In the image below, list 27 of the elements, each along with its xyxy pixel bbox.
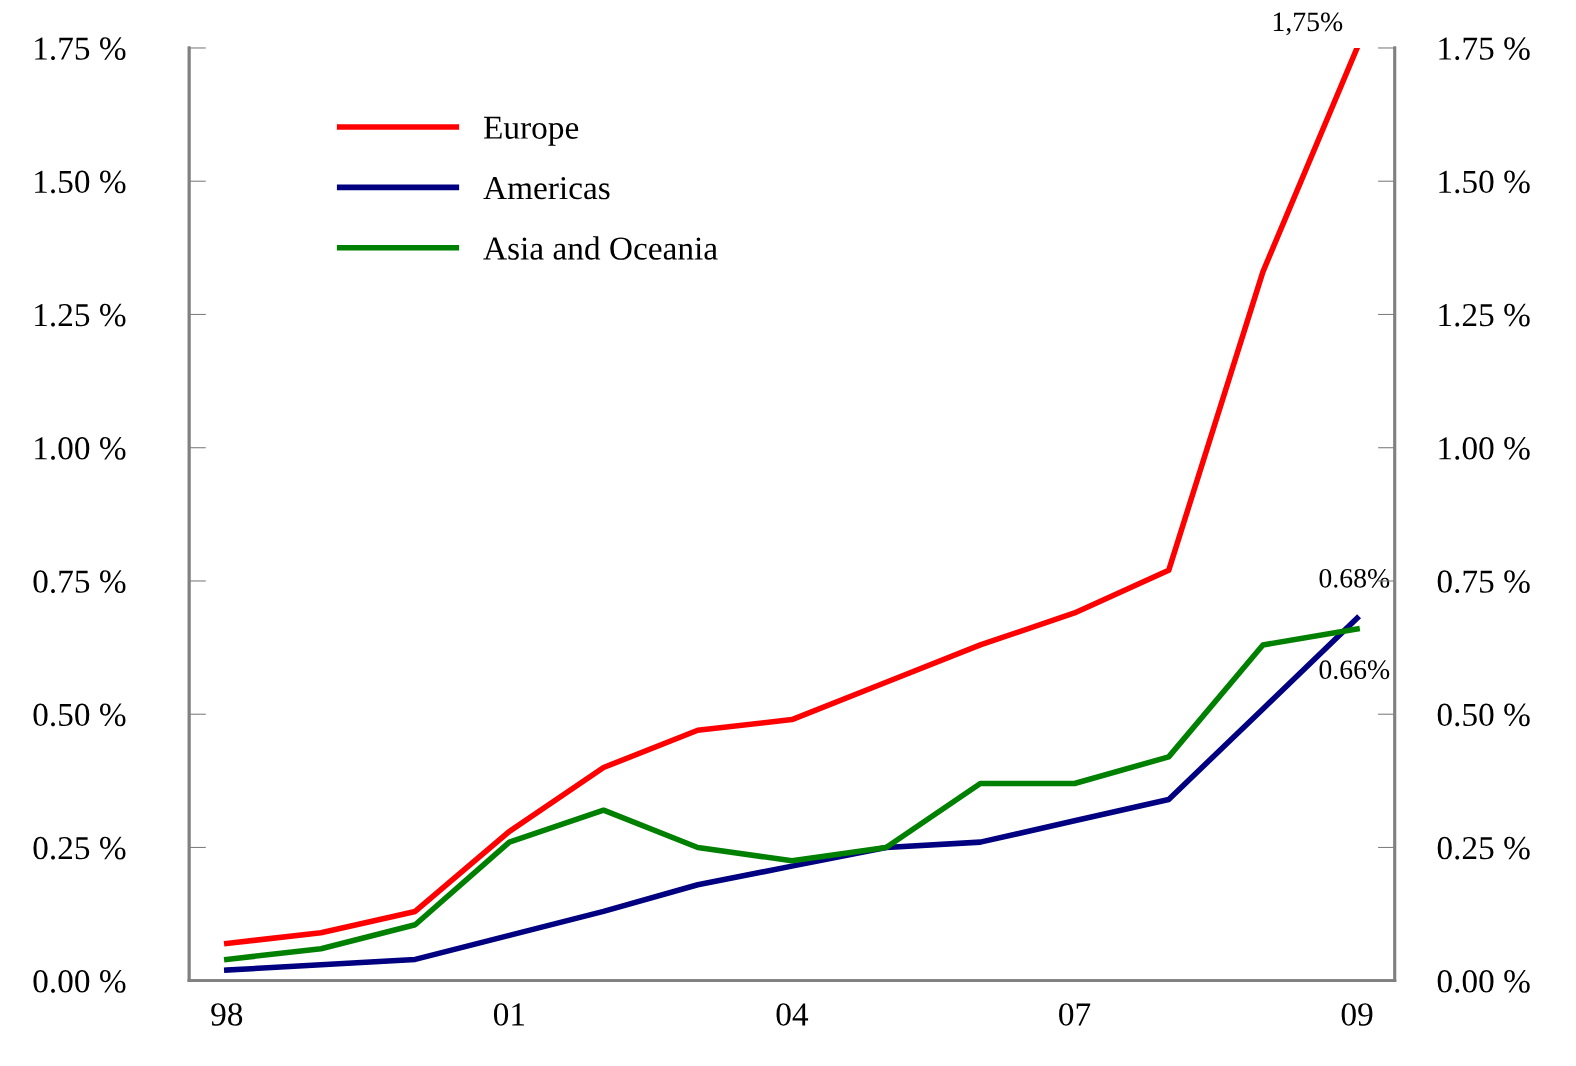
y-tick-label: 1.00 % [35,437,126,460]
y2-tick-label: 0.00 % [1437,970,1530,993]
y2-tick-label: 1.00 % [1439,437,1530,460]
y-tick-label: 1.75 % [35,37,126,61]
annotation: 1,75% [1273,12,1343,36]
legend-label: Europe [483,116,579,146]
x-tick-label: 98 [211,1003,243,1026]
annotation: 0.68% [1319,568,1390,588]
legend-label: Asia and Oceania [483,236,718,260]
y2-tick-label: 0.50 % [1437,703,1530,727]
y2-tick-label: 0.75 % [1437,570,1530,594]
annotation: 0.66% [1319,660,1390,680]
y-tick-label: 1.25 % [35,303,126,327]
y2-tick-label: 1.75 % [1439,37,1530,61]
y2-tick-label: 1.25 % [1439,303,1530,327]
y-tick-label: 0.50 % [33,703,126,727]
y-tick-label: 0.75 % [33,570,126,594]
x-tick-label: 04 [776,1003,809,1026]
y-tick-label: 0.00 % [33,970,126,993]
x-tick-label: 09 [1341,1003,1373,1026]
y2-tick-label: 0.25 % [1437,836,1530,860]
legend-label: Americas [483,176,610,200]
x-tick-label: 07 [1059,1003,1091,1026]
y2-tick-label: 1.50 % [1439,170,1530,194]
y-tick-label: 0.25 % [33,836,126,860]
x-tick-label: 01 [493,1003,525,1026]
y-tick-label: 1.50 % [35,170,126,194]
